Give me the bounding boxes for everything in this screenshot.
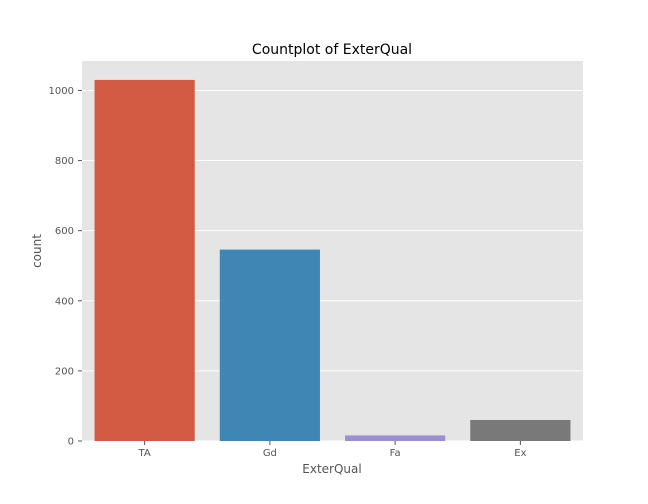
bars-group	[94, 79, 571, 442]
y-tick-label: 800	[55, 156, 74, 167]
y-tick-label: 400	[55, 296, 74, 307]
x-tick-label: Ex	[514, 448, 526, 459]
x-axis-ticks: TA Gd Fa Ex	[138, 441, 527, 459]
chart-title: Countplot of ExterQual	[252, 42, 412, 58]
y-axis-ticks: 0 200 400 600 800 1000	[49, 86, 82, 448]
x-tick-label: Gd	[263, 448, 277, 459]
y-tick-label: 600	[55, 226, 74, 237]
y-axis-label: count	[30, 234, 44, 268]
x-tick-label: TA	[138, 448, 151, 459]
bar-ex	[470, 419, 571, 441]
y-tick-label: 0	[68, 437, 74, 448]
bar-ta	[94, 79, 195, 442]
x-tick-label: Fa	[390, 448, 401, 459]
x-axis-label: ExterQual	[302, 462, 361, 476]
y-tick-label: 200	[55, 366, 74, 377]
bar-gd	[219, 249, 320, 441]
y-tick-label: 1000	[49, 86, 74, 97]
bar-fa	[345, 435, 446, 441]
